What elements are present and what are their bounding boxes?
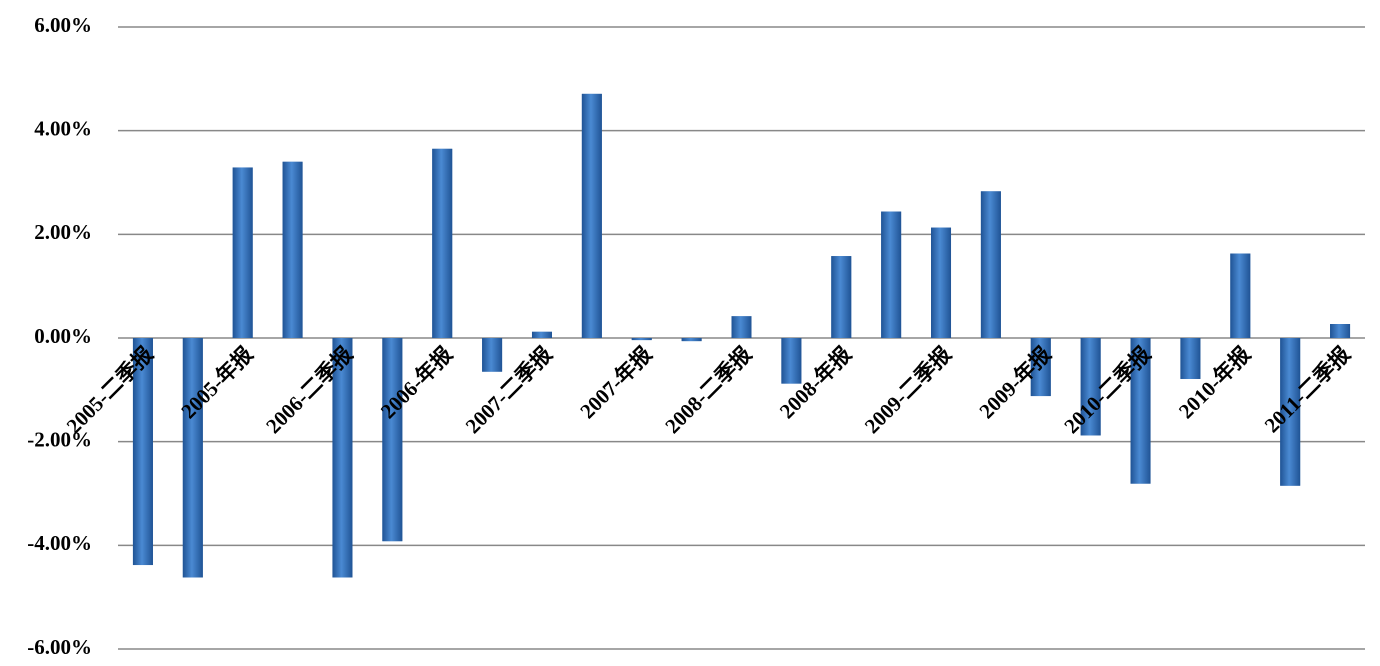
bar-group — [1330, 324, 1351, 338]
bar-shine — [1030, 338, 1051, 397]
bar-group — [831, 256, 852, 338]
bar-group — [182, 338, 203, 578]
bar-group — [482, 338, 503, 372]
bar-shine — [1180, 338, 1201, 379]
y-tick-label: -2.00% — [27, 427, 92, 451]
bar-group — [881, 211, 902, 338]
bar-shine — [631, 338, 652, 341]
bar-group — [432, 148, 453, 338]
bars — [132, 93, 1351, 578]
bar-shine — [1130, 338, 1151, 484]
bar-shine — [482, 338, 503, 372]
bar-shine — [382, 338, 403, 542]
bar-shine — [1280, 338, 1301, 486]
bar-shine — [531, 331, 552, 338]
bar-shine — [881, 211, 902, 338]
bar-group — [132, 338, 153, 566]
x-tick-label: 2008-二季报 — [660, 342, 756, 438]
bar-shine — [681, 338, 702, 342]
bar-group — [980, 191, 1001, 338]
bar-shine — [182, 338, 203, 578]
y-tick-label: 4.00% — [34, 116, 92, 140]
bar-group — [1080, 338, 1101, 436]
bar-shine — [332, 338, 353, 578]
y-tick-label: -4.00% — [27, 531, 92, 555]
bar-shine — [432, 148, 453, 338]
grid — [118, 26, 1365, 650]
x-tick-label: 2011-二季报 — [1260, 342, 1355, 437]
bar-group — [931, 227, 952, 338]
y-tick-label: 2.00% — [34, 220, 92, 244]
x-tick-label: 2007-年报 — [575, 342, 656, 423]
bar-group — [1030, 338, 1051, 397]
bar-group — [531, 331, 552, 338]
x-tick-label: 2007-二季报 — [461, 342, 557, 438]
y-tick-label: 6.00% — [34, 13, 92, 37]
y-tick-label: -6.00% — [27, 635, 92, 659]
bar-shine — [581, 93, 602, 339]
bar-shine — [1230, 253, 1251, 338]
bar-shine — [132, 338, 153, 566]
bar-group — [781, 338, 802, 384]
bar-shine — [1330, 324, 1351, 338]
bar-shine — [282, 161, 303, 338]
bar-group — [1230, 253, 1251, 338]
bar-shine — [781, 338, 802, 384]
bar-group — [731, 316, 752, 338]
bar-shine — [980, 191, 1001, 338]
bar-group — [1180, 338, 1201, 379]
bar-shine — [931, 227, 952, 338]
bar-group — [332, 338, 353, 578]
bar-group — [232, 167, 253, 338]
y-tick-label: 0.00% — [34, 324, 92, 348]
bar-shine — [731, 316, 752, 338]
bar-group — [1280, 338, 1301, 486]
bar-group — [681, 338, 702, 342]
bar-group — [631, 338, 652, 341]
bar-shine — [1080, 338, 1101, 436]
x-tick-label: 2009-二季报 — [860, 342, 956, 438]
bar-group — [382, 338, 403, 542]
bar-group — [581, 93, 602, 339]
bar-shine — [232, 167, 253, 338]
bar-shine — [831, 256, 852, 338]
bar-group — [1130, 338, 1151, 484]
bar-group — [282, 161, 303, 338]
labels: -6.00% -4.00% -2.00% 0.00% 2.00% 4.00% 6.00% 20… — [27, 13, 1355, 659]
